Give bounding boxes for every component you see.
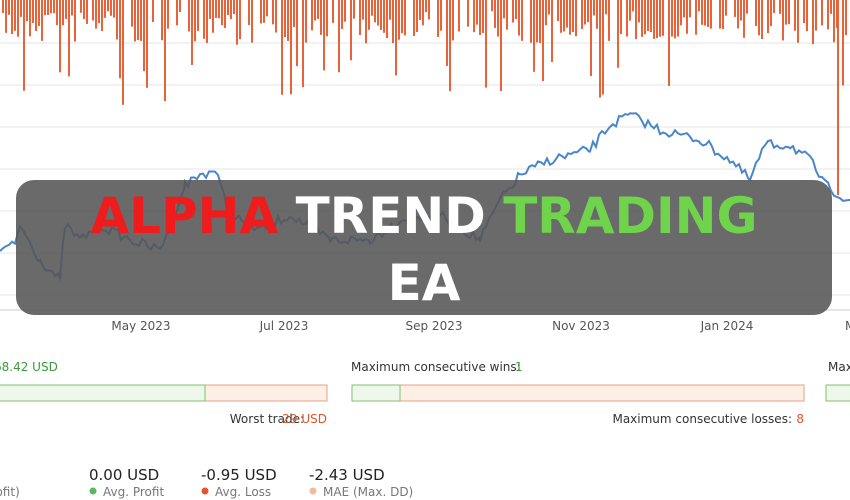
- overlay-word: ALPHA: [90, 187, 278, 245]
- overlay-title: ALPHA TREND TRADING: [90, 187, 757, 245]
- x-label: Jul 2023: [259, 319, 309, 333]
- summary-label: Avg. Profit: [103, 485, 164, 499]
- overlay-word: EA: [388, 254, 461, 312]
- ratio-bar: [351, 384, 805, 402]
- stat-value: 8: [796, 412, 804, 426]
- x-label: Nov 2023: [552, 319, 610, 333]
- stat-label: Maximum consecutive losses:: [612, 412, 792, 426]
- stat-value: -29 USD: [278, 412, 327, 426]
- stat-label: Max: [828, 360, 850, 374]
- summary-label: MAE (Max. DD): [323, 485, 413, 499]
- overlay-word: TREND: [296, 187, 486, 245]
- summary-label: MFE (Max. Profit): [0, 485, 20, 499]
- x-label: Sep 2023: [406, 319, 463, 333]
- summary-value: 0.00 USD: [89, 466, 159, 484]
- overlay-word: TRADING: [503, 187, 757, 245]
- drawdown-bars: [2, 0, 847, 195]
- legend-dot: [309, 487, 317, 495]
- ratio-bar: [825, 384, 850, 402]
- x-label: Jan 2024: [700, 319, 754, 333]
- summary-value: -0.95 USD: [201, 466, 277, 484]
- x-label: May 2023: [111, 319, 170, 333]
- x-label: M: [845, 319, 850, 333]
- stat-value: 68.42 USD: [0, 360, 58, 374]
- stat-label: Worst trade:: [230, 412, 304, 426]
- summary-label: Avg. Loss: [215, 485, 271, 499]
- ratio-bar-green: [351, 384, 401, 402]
- legend-dot: [89, 487, 97, 495]
- stat-label: Maximum consecutive wins:: [351, 360, 521, 374]
- overlay-box: [16, 180, 832, 315]
- stat-value: 1: [515, 360, 523, 374]
- ratio-bar-green: [0, 384, 206, 402]
- summary-value: -2.43 USD: [309, 466, 385, 484]
- legend-dot: [201, 487, 209, 495]
